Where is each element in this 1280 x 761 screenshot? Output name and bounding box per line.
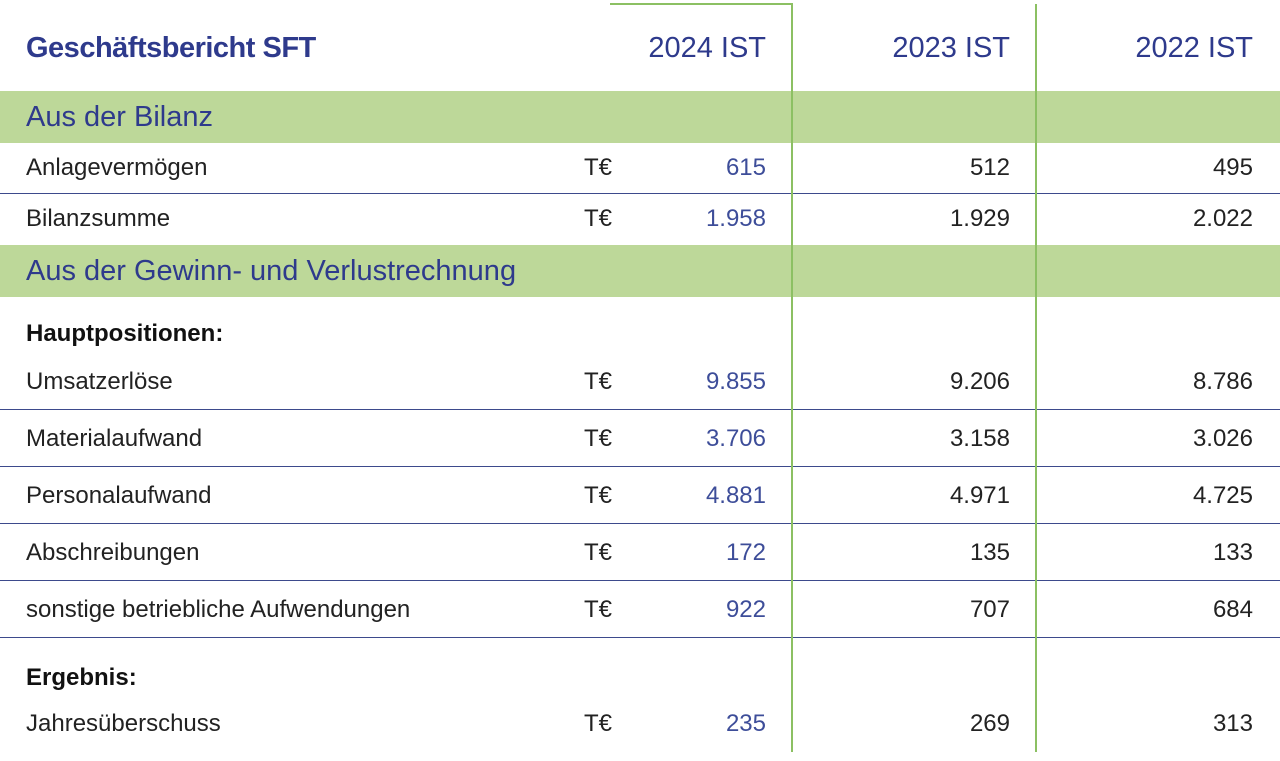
value-2022: 684 <box>1212 596 1253 623</box>
value-2023: 3.158 <box>949 425 1010 452</box>
value-2024: 1.958 <box>705 205 766 232</box>
value-2024: 235 <box>725 710 766 737</box>
value-2023: 4.971 <box>949 482 1010 509</box>
value-2022: 2.022 <box>1192 205 1253 232</box>
row-divider <box>0 637 1280 638</box>
row-unit: T€ <box>584 539 613 566</box>
value-2022: 4.725 <box>1192 482 1253 509</box>
table-row: Umsatzerlöse T€ 9.855 9.206 8.786 <box>0 356 1280 408</box>
row-divider <box>0 409 1280 410</box>
row-unit: T€ <box>584 368 613 395</box>
section-band-bilanz: Aus der Bilanz <box>0 91 1280 143</box>
row-divider <box>0 523 1280 524</box>
column-divider <box>1035 4 1037 752</box>
page-title: Geschäftsbericht SFT <box>26 32 316 64</box>
value-2023: 135 <box>969 539 1010 566</box>
table-row: Jahresüberschuss T€ 235 269 313 <box>0 698 1280 750</box>
row-label: Anlagevermögen <box>26 154 208 181</box>
subheading-ergebnis: Ergebnis: <box>26 664 137 691</box>
value-2024: 3.706 <box>705 425 766 452</box>
section-title-bilanz: Aus der Bilanz <box>26 101 213 133</box>
row-unit: T€ <box>584 596 613 623</box>
value-2023: 707 <box>969 596 1010 623</box>
row-label: Jahresüberschuss <box>26 710 221 737</box>
value-2023: 9.206 <box>949 368 1010 395</box>
value-2024: 615 <box>725 154 766 181</box>
row-label: Umsatzerlöse <box>26 368 173 395</box>
column-header-2022: 2022 IST <box>1135 32 1253 64</box>
row-divider <box>0 193 1280 194</box>
row-label: Abschreibungen <box>26 539 200 566</box>
value-2022: 313 <box>1212 710 1253 737</box>
value-2022: 8.786 <box>1192 368 1253 395</box>
row-divider <box>0 466 1280 467</box>
value-2023: 1.929 <box>949 205 1010 232</box>
value-2023: 512 <box>969 154 1010 181</box>
row-unit: T€ <box>584 425 613 452</box>
value-2022: 133 <box>1212 539 1253 566</box>
table-row: Anlagevermögen T€ 615 512 495 <box>0 143 1280 193</box>
table-row: sonstige betriebliche Aufwendungen T€ 92… <box>0 583 1280 637</box>
value-2022: 3.026 <box>1192 425 1253 452</box>
row-label: Materialaufwand <box>26 425 203 452</box>
value-2022: 495 <box>1212 154 1253 181</box>
section-title-guv: Aus der Gewinn- und Verlustrechnung <box>26 255 517 287</box>
subheading-hauptpositionen: Hauptpositionen: <box>26 320 224 347</box>
section-band-guv: Aus der Gewinn- und Verlustrechnung <box>0 245 1280 297</box>
row-unit: T€ <box>584 482 613 509</box>
table-row: Personalaufwand T€ 4.881 4.971 4.725 <box>0 469 1280 523</box>
column-top-rule <box>610 3 793 5</box>
value-2024: 9.855 <box>705 368 766 395</box>
value-2024: 172 <box>725 539 766 566</box>
row-label: sonstige betriebliche Aufwendungen <box>26 596 411 623</box>
row-unit: T€ <box>584 154 613 181</box>
column-header-2024: 2024 IST <box>648 32 766 64</box>
table-row: Bilanzsumme T€ 1.958 1.929 2.022 <box>0 194 1280 244</box>
row-divider <box>0 580 1280 581</box>
value-2024: 4.881 <box>705 482 766 509</box>
table-row: Abschreibungen T€ 172 135 133 <box>0 526 1280 580</box>
column-header-2023: 2023 IST <box>892 32 1010 64</box>
table-row: Materialaufwand T€ 3.706 3.158 3.026 <box>0 412 1280 466</box>
column-divider <box>791 4 793 752</box>
value-2024: 922 <box>725 596 766 623</box>
value-2023: 269 <box>969 710 1010 737</box>
row-unit: T€ <box>584 205 613 232</box>
row-label: Personalaufwand <box>26 482 212 509</box>
row-label: Bilanzsumme <box>26 205 171 232</box>
row-unit: T€ <box>584 710 613 737</box>
